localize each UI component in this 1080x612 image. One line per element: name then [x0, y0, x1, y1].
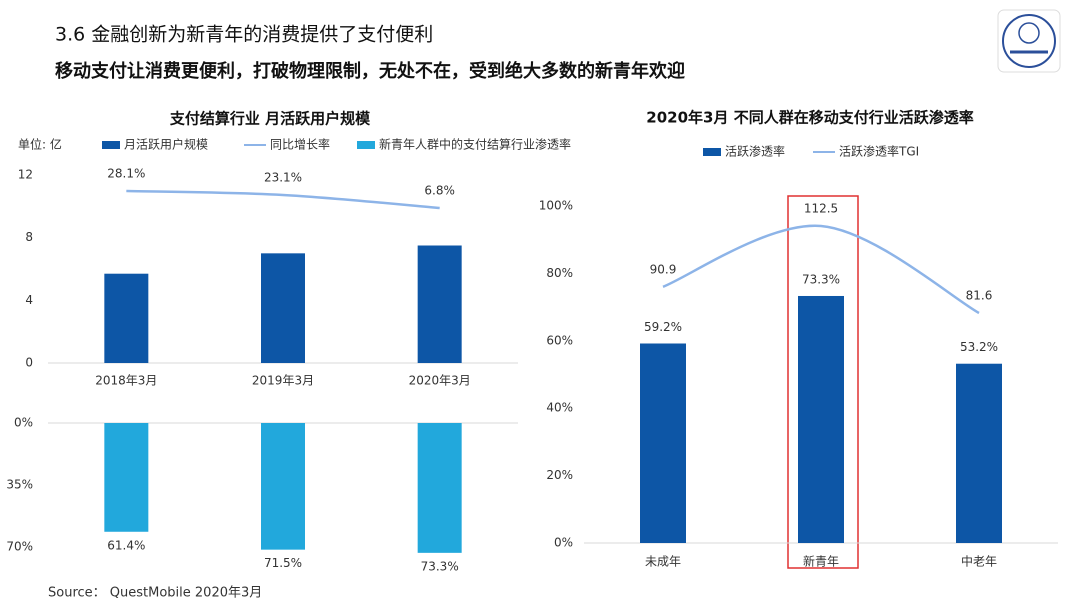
y-tick-label: 20%	[546, 468, 573, 482]
line	[662, 224, 980, 315]
y2-tick-label: 35%	[6, 478, 33, 492]
x-tick-label: 未成年	[645, 555, 681, 569]
y2-tick-label: 0%	[14, 416, 33, 430]
legend-swatch	[102, 141, 120, 149]
legend-label: 活跃渗透率TGI	[839, 144, 919, 159]
x-tick-label: 2018年3月	[95, 374, 157, 388]
y-tick-label: 12	[18, 168, 33, 182]
data-label: 6.8%	[424, 184, 455, 198]
bar	[640, 343, 686, 543]
x-tick-label: 中老年	[961, 554, 997, 569]
data-label: 59.2%	[644, 320, 682, 334]
bar	[261, 253, 305, 363]
legend-swatch	[357, 141, 375, 149]
data-label: 53.2%	[960, 340, 998, 354]
y-tick-label: 60%	[546, 333, 573, 347]
legend-label: 月活跃用户规模	[124, 137, 208, 152]
data-label: 112.5	[804, 202, 838, 216]
bar	[104, 423, 149, 532]
x-tick-label: 新青年	[803, 554, 839, 569]
y-tick-label: 40%	[546, 401, 573, 415]
bar	[417, 245, 462, 363]
legend-label: 同比增长率	[270, 137, 330, 152]
data-label: 90.9	[650, 262, 677, 276]
y-tick-label: 0%	[554, 536, 573, 550]
bar	[956, 363, 1002, 543]
data-label: 81.6	[966, 289, 993, 303]
chart-title: 支付结算行业 月活跃用户规模	[169, 110, 371, 128]
x-tick-label: 2020年3月	[409, 374, 471, 388]
y2-tick-label: 70%	[6, 540, 33, 554]
logo-emblem	[1018, 22, 1040, 44]
line	[126, 189, 440, 210]
logo-frame	[997, 9, 1061, 73]
logo	[997, 9, 1061, 73]
x-tick-label: 2019年3月	[252, 374, 314, 388]
data-label: 73.3%	[802, 272, 840, 286]
logo-ring	[1002, 14, 1056, 68]
bar	[104, 273, 149, 363]
y-tick-label: 80%	[546, 266, 573, 280]
slide-subtitle: 移动支付让消费更便利，打破物理限制，无处不在，受到绝大多数的新青年欢迎	[55, 60, 685, 82]
chart-title: 2020年3月 不同人群在移动支付行业活跃渗透率	[646, 109, 973, 127]
y-tick-label: 4	[25, 293, 33, 307]
y-tick-label: 100%	[539, 199, 573, 213]
unit-label: 单位: 亿	[18, 137, 62, 152]
data-label: 28.1%	[107, 167, 145, 181]
y-tick-label: 0	[25, 356, 33, 370]
bar	[417, 423, 462, 553]
source-note: Source： QuestMobile 2020年3月	[48, 586, 262, 601]
legend-label: 活跃渗透率	[725, 144, 785, 159]
y-tick-label: 8	[25, 230, 33, 244]
highlight-box	[787, 195, 859, 569]
legend-label: 新青年人群中的支付结算行业渗透率	[379, 137, 571, 152]
data-label: 61.4%	[107, 538, 145, 552]
bar	[261, 423, 305, 550]
bar	[798, 295, 844, 543]
data-label: 71.5%	[264, 556, 302, 570]
legend-swatch	[703, 148, 721, 156]
data-label: 23.1%	[264, 170, 302, 184]
data-label: 73.3%	[421, 559, 459, 573]
slide-title: 3.6 金融创新为新青年的消费提供了支付便利	[55, 24, 433, 46]
